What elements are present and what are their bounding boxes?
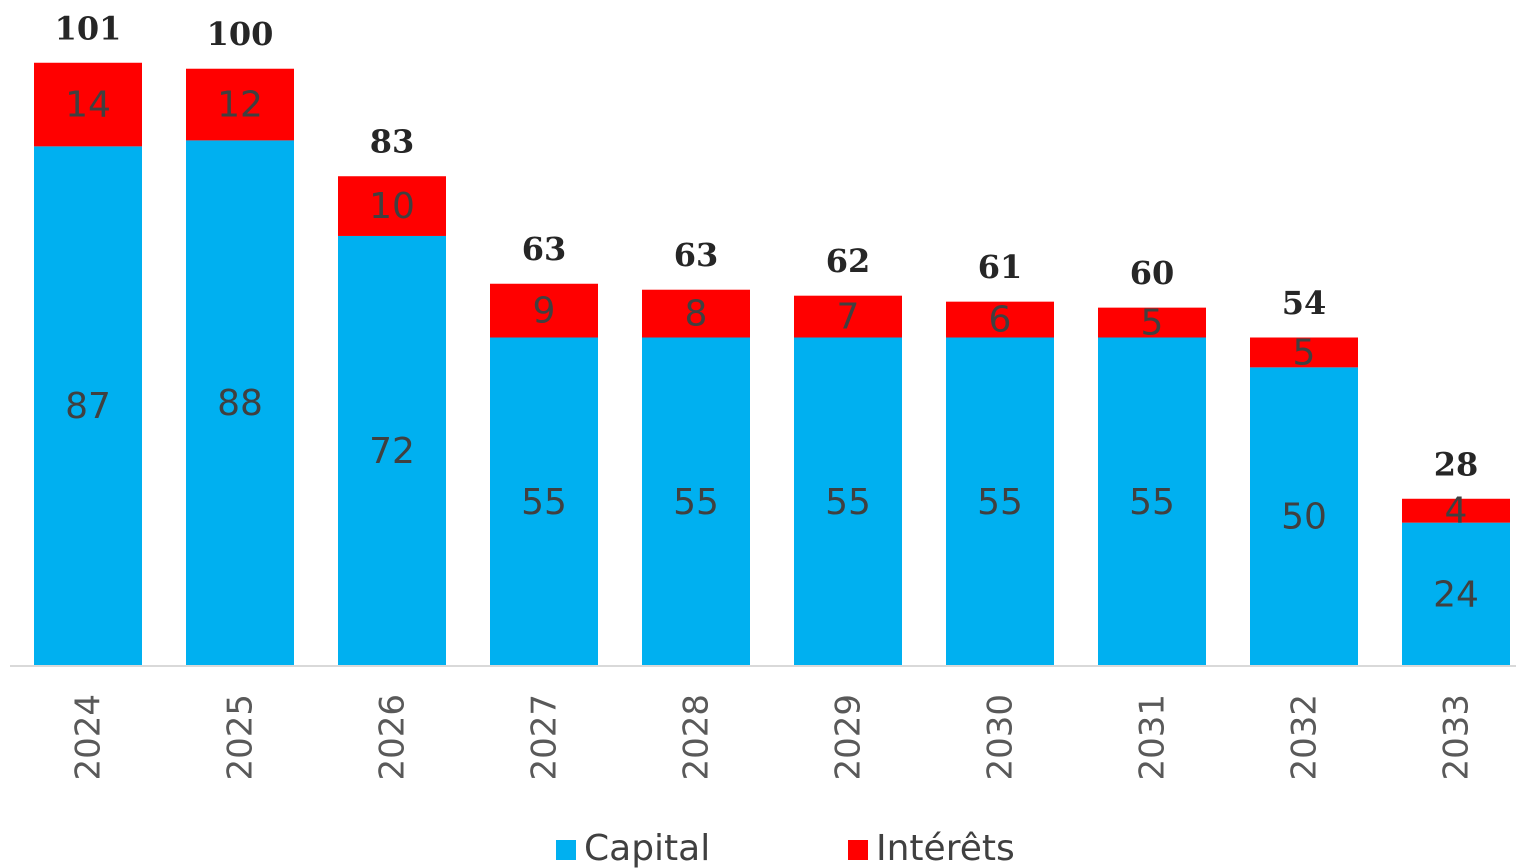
data-label: 9 (533, 291, 556, 332)
x-tick-label: 2032 (1285, 694, 1325, 781)
total-label: 28 (1434, 445, 1479, 483)
bar-segment (794, 337, 902, 666)
bar-segment (1250, 367, 1358, 666)
data-label: 88 (217, 383, 263, 424)
data-label: 55 (521, 482, 567, 523)
x-tick-label: 2033 (1437, 694, 1477, 781)
data-label: 87 (65, 386, 111, 427)
bar-segment (1250, 337, 1358, 368)
bar-segment (1098, 307, 1206, 338)
total-label: 63 (674, 236, 719, 274)
bar-segment (1098, 337, 1206, 666)
total-label: 100 (207, 15, 274, 53)
bar-segment (1402, 522, 1510, 666)
total-label: 60 (1130, 254, 1175, 292)
legend-swatch (556, 840, 576, 860)
bar-segment (338, 235, 446, 667)
data-label: 4 (1445, 491, 1468, 532)
data-label: 6 (989, 300, 1012, 341)
x-tick-label: 2027 (525, 694, 565, 781)
data-label: 72 (369, 431, 415, 472)
bar-segment (794, 295, 902, 338)
x-tick-label: 2026 (373, 694, 413, 781)
x-tick-label: 2024 (69, 694, 109, 781)
data-label: 12 (217, 85, 263, 126)
x-tick-label: 2025 (221, 694, 261, 781)
bar-segment (490, 337, 598, 666)
bar-segment (34, 62, 142, 147)
data-label: 5 (1293, 332, 1316, 373)
x-tick-label: 2029 (829, 694, 869, 781)
data-label: 10 (369, 186, 415, 227)
bar-segment (186, 140, 294, 666)
bar-segment (490, 283, 598, 338)
bar-segment (946, 301, 1054, 338)
legend-swatch (848, 840, 868, 860)
bar-segment (642, 289, 750, 338)
data-label: 7 (837, 297, 860, 338)
total-label: 83 (370, 123, 415, 161)
x-tick-label: 2028 (677, 694, 717, 781)
bar-segment (1402, 498, 1510, 523)
data-label: 8 (685, 294, 708, 335)
data-label: 55 (977, 482, 1023, 523)
total-label: 54 (1282, 284, 1327, 322)
data-label: 50 (1281, 497, 1327, 538)
bar-segment (642, 337, 750, 666)
x-tick-label: 2030 (981, 694, 1021, 781)
total-label: 101 (55, 9, 122, 47)
legend-label: Intérêts (876, 828, 1015, 868)
data-label: 55 (825, 482, 871, 523)
total-label: 63 (522, 230, 567, 268)
legend-label: Capital (584, 828, 710, 868)
bar-segment (338, 176, 446, 236)
data-label: 14 (65, 85, 111, 126)
total-label: 61 (978, 248, 1023, 286)
data-label: 55 (673, 482, 719, 523)
data-label: 5 (1141, 303, 1164, 344)
data-label: 24 (1433, 574, 1479, 615)
data-label: 55 (1129, 482, 1175, 523)
bar-segment (946, 337, 1054, 666)
total-label: 62 (826, 242, 871, 280)
bar-segment (34, 146, 142, 666)
x-tick-label: 2031 (1133, 694, 1173, 781)
bar-segment (186, 68, 294, 141)
